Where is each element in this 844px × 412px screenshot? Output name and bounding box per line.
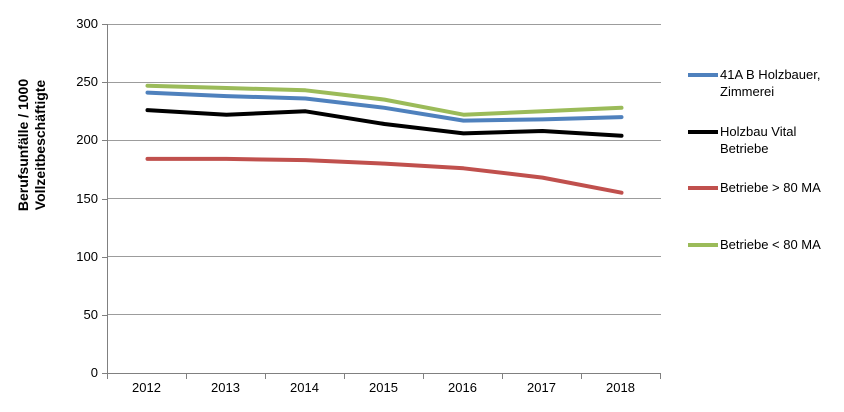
y-axis-tick-mark [102,140,107,142]
legend-label: Betriebe < 80 MA [720,237,821,252]
legend-swatch [688,186,718,190]
gridline [108,198,661,199]
y-axis-tick-label: 0 [90,365,98,380]
series-line-2 [145,156,624,195]
x-axis-tick-mark [660,374,661,379]
series-line-3 [145,83,624,117]
y-axis-tick-mark [102,24,107,25]
y-axis-tick-label: 200 [76,132,98,148]
y-axis-tick-mark [102,256,107,258]
x-axis-tick-mark [502,374,503,379]
y-axis-tick-mark [102,373,107,374]
legend-item: Holzbau Vital Betriebe [688,123,840,157]
x-axis-tick-mark [423,374,424,379]
x-axis-tick-mark [344,374,345,379]
x-axis-year-label: 2015 [369,380,398,395]
gridline [108,139,661,141]
y-axis-title-line-1: Berufsunfälle / 1000 [15,78,31,212]
legend-item: 41A B Holzbauer, Zimmerei [688,66,840,100]
x-axis-tick-mark [265,374,266,379]
gridline [108,23,661,25]
legend-swatch [688,73,718,77]
legend-item: Betriebe > 80 MA [688,179,840,196]
y-axis-tick-label: 50 [83,306,98,322]
y-axis-tick-mark [102,198,107,200]
plot-area [107,23,661,374]
x-axis-year-label: 2014 [290,380,319,395]
x-axis-year-label: 2013 [211,380,240,395]
x-axis-tick-mark [107,374,108,379]
gridline [108,314,661,316]
x-axis-year-label: 2012 [132,380,161,395]
gridline [108,256,661,258]
x-axis-tick-mark [186,374,187,379]
x-axis-tick-mark [581,374,582,379]
y-axis-tick-mark [102,82,107,84]
legend-label: Betriebe > 80 MA [720,180,821,195]
gridline [108,81,661,83]
x-axis-year-label: 2017 [527,380,556,395]
data-series-layer [145,83,624,195]
legend-swatch [688,130,718,134]
legend-item: Betriebe < 80 MA [688,236,840,253]
x-axis-year-label: 2018 [606,380,635,395]
legend-swatch [688,243,718,247]
y-axis-tick-label: 150 [76,190,98,206]
y-axis-tick-label: 100 [76,248,98,264]
y-axis-title: Berufsunfälle / 1000 Vollzeitbeschäftigt… [15,60,51,230]
legend-label: 41A B Holzbauer, Zimmerei [720,67,821,99]
series-line-0 [145,90,624,123]
legend-label: Holzbau Vital Betriebe [720,124,797,156]
y-axis-tick-label: 250 [76,74,98,90]
y-axis-title-line-2: Vollzeitbeschäftigte [32,79,48,211]
x-axis-year-label: 2016 [448,380,477,395]
y-axis-tick-label: 300 [76,16,98,31]
y-axis-tick-mark [102,314,107,316]
series-line-1 [145,108,624,138]
